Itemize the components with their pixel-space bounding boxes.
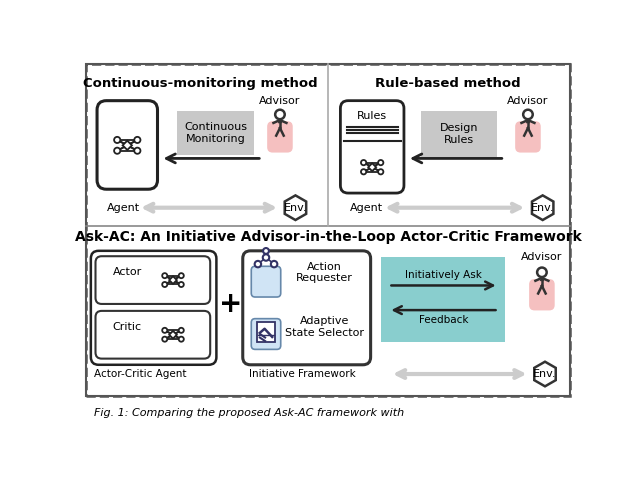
Circle shape [271,261,277,267]
Circle shape [263,248,269,254]
FancyBboxPatch shape [95,256,210,304]
Circle shape [179,273,184,278]
Circle shape [361,169,366,174]
Circle shape [378,169,383,174]
Polygon shape [169,331,177,339]
Text: Feedback: Feedback [419,315,468,325]
FancyBboxPatch shape [97,101,157,189]
Text: Initiatively Ask: Initiatively Ask [405,271,482,280]
Text: Env.: Env. [533,369,557,379]
Bar [257,322,275,342]
Circle shape [361,160,366,165]
Bar [177,111,254,156]
Circle shape [114,137,120,143]
FancyBboxPatch shape [515,121,541,153]
Text: Critic: Critic [113,322,141,332]
Text: Ask-AC: An Initiative Advisor-in-the-Loop Actor-Critic Framework: Ask-AC: An Initiative Advisor-in-the-Loo… [75,230,581,244]
Bar [257,322,275,342]
Polygon shape [532,195,554,220]
Circle shape [124,142,131,148]
Text: Advisor: Advisor [259,96,301,105]
FancyBboxPatch shape [243,251,371,365]
FancyBboxPatch shape [252,319,281,349]
Circle shape [170,278,175,282]
Text: Adaptive
State Selector: Adaptive State Selector [285,316,364,338]
Circle shape [263,254,269,260]
Circle shape [369,165,375,170]
Text: Actor: Actor [113,267,142,278]
Polygon shape [526,120,530,123]
Text: +: + [219,290,242,318]
Text: Rule-based method: Rule-based method [375,77,521,90]
Text: Actor-Critic Agent: Actor-Critic Agent [94,369,186,379]
Circle shape [162,328,167,333]
Polygon shape [123,141,132,150]
Text: Action
Requester: Action Requester [296,261,353,283]
Circle shape [162,282,167,287]
Circle shape [179,337,184,342]
Circle shape [179,282,184,287]
Text: Design
Rules: Design Rules [440,123,478,144]
Text: Continuous-monitoring method: Continuous-monitoring method [83,77,317,90]
Text: Advisor: Advisor [508,96,548,105]
Text: Env.: Env. [531,203,554,213]
Polygon shape [169,277,177,284]
Circle shape [170,332,175,337]
Text: Env.: Env. [284,203,307,213]
Text: Advisor: Advisor [521,252,563,262]
Polygon shape [278,120,282,123]
FancyBboxPatch shape [267,121,292,153]
Bar [86,65,570,396]
Polygon shape [534,362,556,386]
FancyBboxPatch shape [252,266,281,297]
Text: Rules: Rules [357,111,387,122]
Circle shape [179,328,184,333]
FancyBboxPatch shape [340,101,404,193]
FancyBboxPatch shape [529,279,555,311]
Polygon shape [368,163,376,171]
Circle shape [162,273,167,278]
Circle shape [255,261,261,267]
FancyBboxPatch shape [95,311,210,359]
Text: Agent: Agent [349,203,383,213]
Polygon shape [540,278,543,281]
Circle shape [134,148,140,154]
Polygon shape [285,195,306,220]
Circle shape [162,337,167,342]
Bar [421,111,497,157]
Text: Fig. 1: Comparing the proposed Ask-AC framework with: Fig. 1: Comparing the proposed Ask-AC fr… [94,408,404,417]
Text: Initiative Framework: Initiative Framework [249,369,356,379]
FancyBboxPatch shape [91,251,216,365]
Circle shape [134,137,140,143]
Text: Continuous
Monitoring: Continuous Monitoring [184,122,247,144]
Circle shape [378,160,383,165]
Text: Agent: Agent [107,203,140,213]
Bar [86,65,570,396]
Bar [381,257,505,342]
Circle shape [114,148,120,154]
